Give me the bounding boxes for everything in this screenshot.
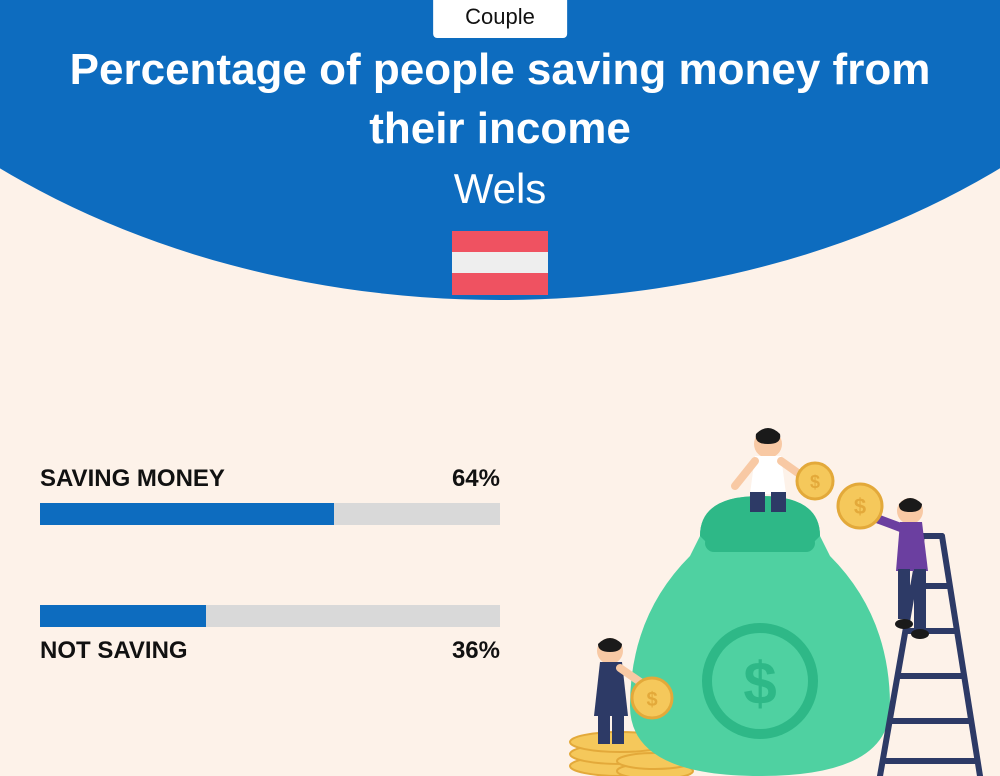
- bar-not-saving-header: NOT SAVING 36%: [40, 637, 500, 665]
- category-badge-text: Couple: [465, 4, 535, 29]
- svg-text:$: $: [810, 472, 820, 492]
- bar-saving-fill: [40, 503, 334, 525]
- bars-container: SAVING MONEY 64% NOT SAVING 36%: [40, 465, 500, 745]
- bar-not-saving: NOT SAVING 36%: [40, 605, 500, 665]
- bar-not-saving-track: [40, 605, 500, 627]
- svg-text:$: $: [854, 494, 866, 519]
- bar-saving-track: [40, 503, 500, 525]
- flag-stripe-mid: [452, 252, 548, 273]
- flag-stripe-bottom: [452, 273, 548, 294]
- category-badge: Couple: [433, 0, 567, 38]
- money-bag-icon: $: [630, 496, 890, 776]
- bar-saving-money: SAVING MONEY 64%: [40, 465, 500, 525]
- bar-not-saving-label: NOT SAVING: [40, 637, 188, 665]
- hero-content: Percentage of people saving money from t…: [0, 40, 1000, 295]
- flag-stripe-top: [452, 231, 548, 252]
- flag-icon: [452, 231, 548, 295]
- bar-saving-label: SAVING MONEY: [40, 465, 225, 493]
- svg-text:$: $: [743, 650, 776, 717]
- page-title: Percentage of people saving money from t…: [0, 40, 1000, 159]
- bar-not-saving-value: 36%: [452, 637, 500, 665]
- svg-text:$: $: [646, 689, 657, 711]
- ladder-icon: [880, 536, 980, 776]
- bar-saving-value: 64%: [452, 465, 500, 493]
- location-subtitle: Wels: [0, 165, 1000, 213]
- savings-illustration: $ $ $: [550, 416, 990, 776]
- bar-not-saving-fill: [40, 605, 206, 627]
- bar-saving-header: SAVING MONEY 64%: [40, 465, 500, 493]
